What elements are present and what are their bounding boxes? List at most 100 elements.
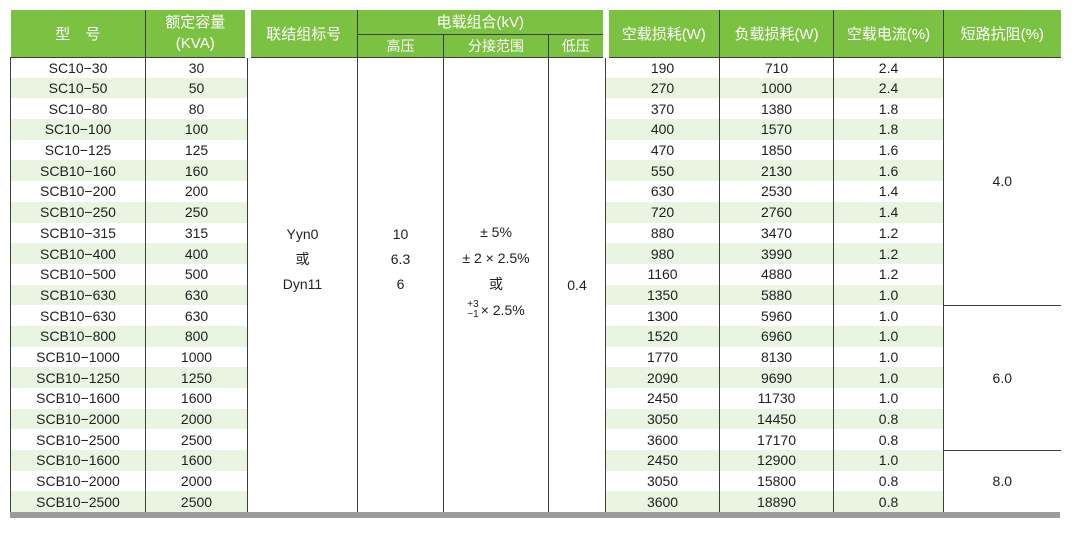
header-short-circuit-impedance: 短路抗阻(%)	[943, 10, 1061, 58]
header-capacity-line1: 额定容量	[165, 14, 226, 32]
no-load-loss-cell: 720	[605, 201, 721, 223]
load-loss-cell: 5880	[719, 284, 835, 306]
no-load-loss-cell: 270	[605, 77, 721, 99]
model-cell: SCB10−2500	[10, 429, 146, 451]
no-load-loss-cell: 1520	[605, 325, 721, 347]
load-loss-cell: 14450	[719, 408, 835, 430]
impedance-cell: 8.0	[943, 450, 1061, 513]
load-loss-cell: 17170	[719, 429, 835, 451]
model-cell: SCB10−630	[10, 284, 146, 306]
capacity-cell: 2000	[145, 470, 248, 492]
transformer-spec-table: 型 号 额定容量 (KVA) 联结组标号 电载组合(kV) 空载损耗(W) 负载…	[10, 10, 1061, 513]
load-loss-cell: 1000	[719, 77, 835, 99]
model-cell: SCB10−630	[10, 305, 146, 326]
table-row: SCB10−630 630 1300 5960 1.0 6.0	[10, 305, 1061, 451]
no-load-loss-cell: 1160	[605, 263, 721, 285]
load-loss-cell: 3470	[719, 222, 835, 244]
table-row: SCB10−800 800 1520 6960 1.0	[10, 325, 1061, 347]
capacity-cell: 100	[145, 119, 248, 140]
merged-cell-line: 6.3	[390, 251, 411, 268]
no-load-loss-cell: 3050	[605, 408, 721, 430]
model-cell: SC10−30	[10, 57, 146, 78]
table-row: SC10−125 125 470 1850 1.6	[10, 139, 1061, 161]
no-load-current-cell: 1.2	[833, 243, 945, 264]
no-load-current-cell: 2.4	[833, 77, 945, 99]
table-row: SCB10−500 500 1160 4880 1.2	[10, 263, 1061, 285]
no-load-loss-cell: 1300	[605, 305, 721, 326]
low-voltage-cell: 0.4	[548, 57, 607, 513]
merged-cell-line: Dyn11	[282, 276, 323, 293]
no-load-loss-cell: 470	[605, 139, 721, 161]
table-row: SCB10−2500 2500 3600 17170 0.8	[10, 429, 1061, 451]
no-load-loss-cell: 980	[605, 243, 721, 264]
header-connection-group: 联结组标号	[247, 10, 358, 58]
model-cell: SCB10−800	[10, 325, 146, 347]
no-load-current-cell: 1.0	[833, 284, 945, 306]
table-row: SCB10−315 315 880 3470 1.2	[10, 222, 1061, 244]
model-cell: SCB10−315	[10, 222, 146, 244]
table-row: SC10−80 80 370 1380 1.8	[10, 98, 1061, 120]
load-loss-cell: 18890	[719, 491, 835, 513]
capacity-cell: 800	[145, 325, 248, 347]
no-load-current-cell: 1.0	[833, 325, 945, 347]
capacity-cell: 160	[145, 160, 248, 182]
model-cell: SCB10−2500	[10, 491, 146, 513]
capacity-cell: 125	[145, 139, 248, 161]
table-row: SCB10−200 200 630 2530 1.4	[10, 181, 1061, 202]
no-load-current-cell: 1.0	[833, 367, 945, 388]
load-loss-cell: 15800	[719, 470, 835, 492]
merged-cell-line: Yyn0	[286, 226, 319, 243]
load-loss-cell: 2760	[719, 201, 835, 223]
no-load-current-cell: 1.0	[833, 388, 945, 409]
table-row: SCB10−400 400 980 3990 1.2	[10, 243, 1061, 264]
merged-cell-line: ± 2 × 2.5%	[462, 249, 530, 266]
no-load-current-cell: 1.4	[833, 181, 945, 202]
table-header-row-1: 型 号 额定容量 (KVA) 联结组标号 电载组合(kV) 空载损耗(W) 负载…	[10, 10, 1061, 58]
no-load-loss-cell: 880	[605, 222, 721, 244]
load-loss-cell: 710	[719, 57, 835, 78]
model-cell: SCB10−400	[10, 243, 146, 264]
capacity-cell: 315	[145, 222, 248, 244]
header-low-voltage: 低压	[548, 34, 609, 58]
no-load-loss-cell: 3600	[605, 429, 721, 451]
capacity-cell: 50	[145, 77, 248, 99]
header-load-loss: 负载损耗(W)	[719, 10, 835, 58]
no-load-loss-cell: 3600	[605, 491, 721, 513]
header-voltage-combination: 电载组合(kV)	[357, 10, 609, 35]
table-row: SCB10−2000 2000 3050 15800 0.8	[10, 470, 1061, 492]
capacity-cell: 1600	[145, 388, 248, 409]
no-load-current-cell: 1.2	[833, 263, 945, 285]
no-load-current-cell: 0.8	[833, 470, 945, 492]
table-row: SCB10−250 250 720 2760 1.4	[10, 201, 1061, 223]
table-row: SCB10−630 630 1350 5880 1.0	[10, 284, 1061, 306]
capacity-cell: 2500	[145, 429, 248, 451]
capacity-cell: 1600	[145, 450, 248, 471]
table-row: SCB10−2000 2000 3050 14450 0.8	[10, 408, 1061, 430]
capacity-cell: 200	[145, 181, 248, 202]
impedance-cell: 4.0	[943, 57, 1061, 306]
model-cell: SC10−100	[10, 119, 146, 140]
model-cell: SCB10−1600	[10, 388, 146, 409]
header-model: 型 号	[10, 10, 146, 58]
tap-stacked-fraction: +3 −1	[467, 299, 479, 321]
capacity-cell: 630	[145, 284, 248, 306]
no-load-current-cell: 1.4	[833, 201, 945, 223]
no-load-current-cell: 1.0	[833, 346, 945, 368]
load-loss-cell: 5960	[719, 305, 835, 326]
table-row: SCB10−160 160 550 2130 1.6	[10, 160, 1061, 182]
capacity-cell: 630	[145, 305, 248, 326]
no-load-loss-cell: 550	[605, 160, 721, 182]
header-no-load-current: 空载电流(%)	[833, 10, 945, 58]
impedance-cell: 6.0	[943, 305, 1061, 451]
load-loss-cell: 1570	[719, 119, 835, 140]
no-load-current-cell: 1.6	[833, 160, 945, 182]
table-row: SCB10−1000 1000 1770 8130 1.0	[10, 346, 1061, 368]
table-row: SCB10−1600 1600 2450 12900 1.0 8.0	[10, 450, 1061, 513]
no-load-loss-cell: 2450	[605, 450, 721, 471]
no-load-current-cell: 1.8	[833, 119, 945, 140]
model-cell: SC10−50	[10, 77, 146, 99]
no-load-loss-cell: 1350	[605, 284, 721, 306]
tap-stacked-line: +3 −1 × 2.5%	[444, 297, 548, 323]
model-cell: SC10−80	[10, 98, 146, 120]
